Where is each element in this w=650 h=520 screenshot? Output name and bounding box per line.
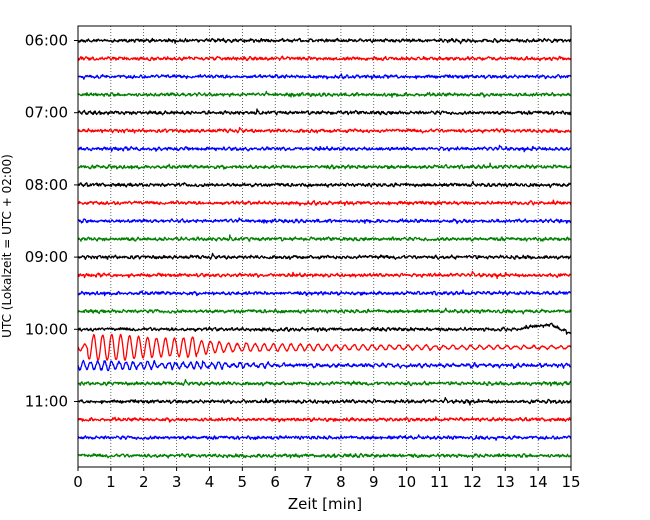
trace-line [77,126,572,134]
x-tick-label: 4 [205,473,215,491]
y-tick-label: 06:00 [25,32,68,50]
trace-line [77,333,572,361]
x-tick-label: 6 [270,473,280,491]
x-axis-label: Zeit [min] [288,495,362,513]
x-tick-label: 10 [397,473,416,491]
trace-line [77,55,572,62]
trace-line [77,322,572,335]
trace-line [77,416,572,423]
x-tick-label: 8 [336,473,346,491]
y-axis-ticks: 06:00 07:00 08:00 09:00 10:00 11:00 [25,32,78,411]
x-tick-label: 12 [463,473,482,491]
y-tick-label: 10:00 [25,320,68,338]
trace-line [77,217,572,225]
trace-line [77,73,572,80]
trace-line [77,234,572,242]
trace-line [77,359,572,372]
trace-line [77,199,572,207]
trace-line [77,252,572,260]
x-tick-label: 5 [238,473,248,491]
x-tick-label: 3 [172,473,182,491]
x-tick-label: 9 [369,473,379,491]
x-tick-label: 7 [303,473,313,491]
y-tick-label: 11:00 [25,393,68,411]
trace-line [77,37,572,45]
trace-line [77,180,572,189]
plot-frame [77,25,572,468]
trace-line [77,434,572,441]
x-tick-label: 13 [496,473,515,491]
trace-line [77,378,572,387]
y-axis-label: UTC (Lokalzeit = UTC + 02:00) [0,154,14,338]
trace-line [77,144,572,153]
trace-line [77,90,572,98]
x-tick-label: 0 [73,473,83,491]
trace-line [77,162,572,170]
trace-line [77,108,572,116]
trace-line [77,270,572,280]
trace-line [77,289,572,297]
x-tick-label: 1 [106,473,116,491]
y-tick-label: 07:00 [25,104,68,122]
plot-background [78,26,571,467]
x-tick-label: 14 [529,473,548,491]
trace-line [77,307,572,315]
seismic-traces [77,37,572,459]
y-tick-label: 08:00 [25,176,68,194]
trace-line [77,452,572,459]
y-tick-label: 09:00 [25,248,68,266]
trace-line [77,396,572,406]
x-tick-label: 15 [561,473,580,491]
x-tick-label: 2 [139,473,149,491]
x-tick-label: 11 [430,473,449,491]
x-axis-ticks: 0 1 2 3 4 5 6 7 8 9 10 11 12 13 14 15 [73,467,581,491]
